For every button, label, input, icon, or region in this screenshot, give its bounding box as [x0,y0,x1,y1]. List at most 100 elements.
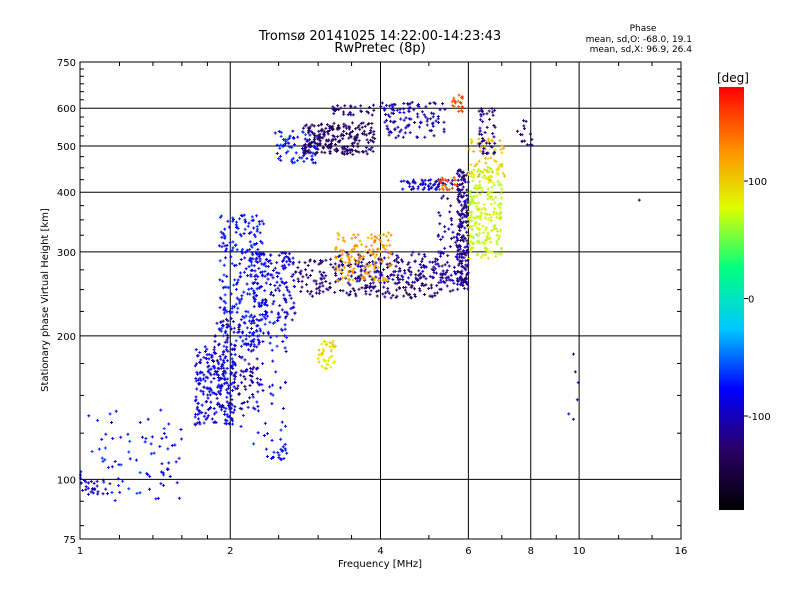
data-point [393,281,397,285]
data-point [331,265,335,269]
data-point [334,280,338,284]
data-point [346,145,350,149]
data-point [343,260,347,264]
data-point [372,240,376,244]
data-point [259,378,263,382]
data-point [220,376,224,380]
data-point [401,260,405,264]
data-point [194,395,198,399]
data-point [372,132,376,136]
data-point [313,136,317,140]
data-point [263,322,267,326]
data-point [285,336,289,340]
data-point [457,200,461,204]
data-point [357,124,361,128]
data-point [277,253,281,257]
data-point [265,455,269,459]
data-point [228,422,232,426]
data-point [492,207,496,211]
data-point [470,171,474,175]
data-point [478,142,482,146]
data-point [466,200,470,204]
data-point [251,319,255,323]
data-point [264,317,268,321]
data-point [212,348,216,352]
data-point [466,180,470,184]
data-point [459,203,463,207]
data-point [451,230,455,234]
data-point [238,335,242,339]
data-point [331,105,335,109]
data-point [229,255,233,259]
data-point [225,400,229,404]
data-point [422,275,426,279]
data-point [119,463,123,467]
data-point [237,393,241,397]
data-point [458,183,462,187]
data-point [268,282,272,286]
data-point [396,125,400,129]
data-point [233,343,237,347]
data-point [179,427,183,431]
data-point [484,156,488,160]
data-point [502,174,506,178]
data-point [236,306,240,310]
data-point [342,134,346,138]
data-point [348,250,352,254]
data-point [373,235,377,239]
data-point [279,437,283,441]
data-point [311,161,315,165]
data-point [256,260,260,264]
data-point [336,279,340,283]
data-point [399,117,403,121]
data-point [465,273,469,277]
data-point [217,244,221,248]
data-point [318,353,322,357]
data-point [396,278,400,282]
data-point [166,447,170,451]
data-point [234,339,238,343]
data-point [465,193,469,197]
data-point [463,266,467,270]
data-point [392,112,396,116]
data-point [315,287,319,291]
data-point [486,256,490,260]
data-point [332,360,336,364]
data-point [351,129,355,133]
data-point [460,175,464,179]
data-point [240,355,244,359]
data-point [224,348,228,352]
data-point [486,193,490,197]
data-point [389,262,393,266]
data-point [486,231,490,235]
data-point [219,230,223,234]
stats-title: Phase [630,24,657,34]
data-point [104,432,108,436]
data-point [214,410,218,414]
data-point [282,143,286,147]
data-point [408,185,412,189]
data-point [225,388,229,392]
data-point [263,421,267,425]
data-point [464,220,468,224]
data-point [347,260,351,264]
data-point [292,136,296,140]
data-point [242,270,246,274]
data-point [212,366,216,370]
data-point [485,235,489,239]
data-point [342,112,346,116]
data-point [251,218,255,222]
data-point [447,188,451,192]
data-point [301,275,305,279]
data-point [524,119,528,123]
data-point [275,344,279,348]
data-point [257,254,261,258]
data-point [269,292,273,296]
data-point [411,185,415,189]
data-point [291,256,295,260]
data-point [198,376,202,380]
data-point [490,229,494,233]
data-point [248,240,252,244]
data-point [285,260,289,264]
data-point [485,125,489,129]
